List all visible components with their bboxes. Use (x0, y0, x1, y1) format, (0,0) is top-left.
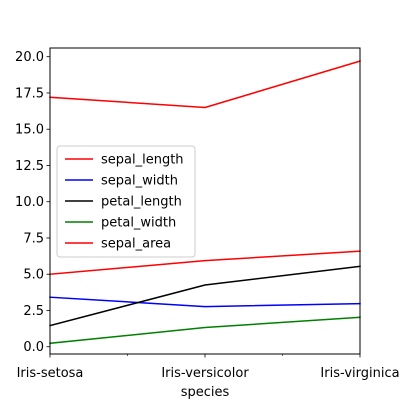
x-tick-label: Iris-setosa (17, 366, 84, 381)
x-tick-label: Iris-versicolor (161, 366, 249, 381)
series-line-sepal_length (49, 250, 361, 276)
legend-label: petal_length (101, 195, 182, 210)
legend-label: petal_width (101, 216, 176, 231)
y-tick-label: 17.5 (15, 86, 44, 101)
legend-label: sepal_width (101, 174, 178, 189)
y-axis: 0.0 2.5 5.0 7.5 10.0 12.5 15.0 17.5 20.0 (15, 50, 50, 355)
x-axis: Iris-setosa Iris-versicolor Iris-virginica (17, 354, 400, 381)
x-axis-label: species (181, 385, 230, 400)
y-tick-label: 2.5 (23, 304, 44, 319)
y-tick-label: 20.0 (15, 50, 44, 65)
legend: sepal_length sepal_width petal_lengthpetal… (56, 145, 196, 258)
legend-box (56, 145, 196, 258)
y-tick-label: 12.5 (15, 159, 44, 174)
legend-label: sepal_area (101, 237, 171, 252)
series-line-sepal_area (49, 60, 361, 109)
y-tick-label: 7.5 (23, 231, 44, 246)
series-layer (49, 60, 361, 345)
y-tick-label: 0.0 (23, 340, 44, 355)
y-tick-label: 5.0 (23, 268, 44, 283)
series-line-petal_length (49, 265, 361, 327)
x-tick-label: Iris-virginica (320, 366, 399, 381)
y-tick-label: 10.0 (15, 195, 44, 210)
series-line-sepal_width (49, 296, 361, 308)
legend-label: sepal_length (101, 153, 184, 168)
y-tick-label: 15.0 (15, 123, 44, 138)
series-line-petal_width (49, 316, 361, 345)
